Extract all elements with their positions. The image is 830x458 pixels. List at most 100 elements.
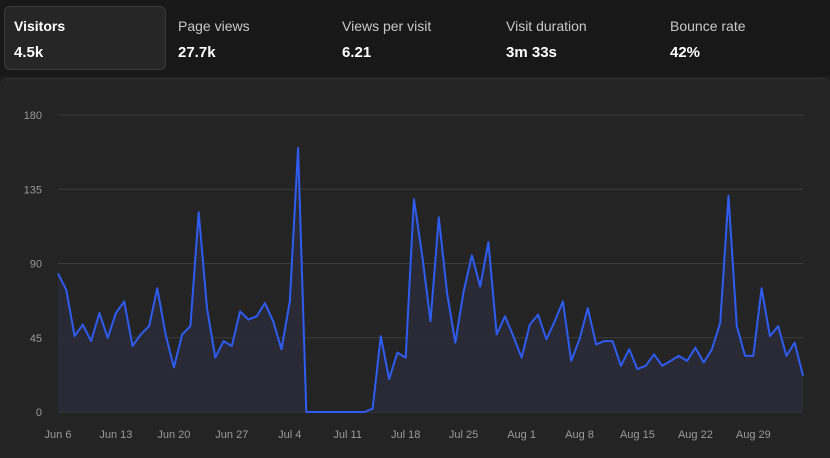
y-tick-label: 90	[30, 259, 42, 271]
metric-tab-visitors[interactable]: Visitors 4.5k	[4, 6, 166, 70]
data-point	[711, 348, 713, 350]
data-point	[115, 312, 117, 314]
data-point	[479, 286, 481, 288]
data-point	[463, 291, 465, 293]
metric-tab-bounce-rate[interactable]: Bounce rate 42%	[660, 6, 820, 70]
data-point	[272, 320, 274, 322]
data-point	[570, 360, 572, 362]
data-point	[132, 345, 134, 347]
data-point	[645, 365, 647, 367]
x-tick-label: Jun 6	[45, 429, 72, 441]
data-point	[438, 216, 440, 218]
data-point	[703, 362, 705, 364]
data-point	[181, 333, 183, 335]
data-point	[612, 340, 614, 342]
data-point	[620, 365, 622, 367]
metric-tab-visit-duration[interactable]: Visit duration 3m 33s	[496, 6, 656, 70]
data-point	[413, 198, 415, 200]
data-point	[314, 411, 316, 413]
data-point	[231, 345, 233, 347]
data-point	[537, 314, 539, 316]
data-point	[380, 335, 382, 337]
data-point	[281, 348, 283, 350]
data-point	[65, 289, 67, 291]
data-point	[165, 333, 167, 335]
data-point	[430, 320, 432, 322]
metric-label: Views per visit	[342, 18, 432, 34]
data-point	[603, 340, 605, 342]
x-tick-label: Jun 27	[215, 429, 248, 441]
metric-label: Visit duration	[506, 18, 587, 34]
data-point	[173, 366, 175, 368]
data-point	[140, 333, 142, 335]
x-tick-label: Jun 13	[99, 429, 132, 441]
data-point	[529, 324, 531, 326]
metric-value: 3m 33s	[506, 44, 557, 61]
data-point	[57, 272, 59, 274]
data-point	[247, 319, 249, 321]
y-tick-label: 135	[24, 184, 42, 196]
data-point	[123, 300, 125, 302]
data-point	[446, 292, 448, 294]
data-point	[487, 241, 489, 243]
data-point	[396, 352, 398, 354]
data-point	[206, 307, 208, 309]
data-point	[107, 337, 109, 339]
x-tick-label: Aug 15	[620, 429, 655, 441]
data-point	[454, 342, 456, 344]
data-point	[471, 254, 473, 256]
y-tick-label: 180	[24, 110, 42, 122]
data-point	[794, 342, 796, 344]
metric-label: Page views	[178, 18, 250, 34]
data-point	[653, 353, 655, 355]
chart-panel: 0 45 90 135 180 Jun 6 Jun 13 Jun 20 Jun 27 Jul 4 J…	[0, 78, 830, 458]
x-tick-label: Aug 8	[565, 429, 594, 441]
data-point	[355, 411, 357, 413]
x-tick-label: Aug 1	[507, 429, 536, 441]
metric-tab-page-views[interactable]: Page views 27.7k	[168, 6, 328, 70]
data-point	[579, 338, 581, 340]
data-point	[496, 333, 498, 335]
data-point	[728, 195, 730, 197]
data-point	[239, 310, 241, 312]
x-tick-label: Jul 18	[391, 429, 420, 441]
data-point	[521, 357, 523, 359]
data-point	[785, 355, 787, 357]
data-point	[322, 411, 324, 413]
metric-value: 42%	[670, 44, 701, 61]
area-fill	[58, 148, 803, 412]
data-point	[421, 254, 423, 256]
data-point	[744, 355, 746, 357]
metrics-bar: Visitors 4.5k Page views 27.7k Views per vis…	[0, 0, 830, 76]
data-point	[338, 411, 340, 413]
data-point	[628, 348, 630, 350]
series-line	[57, 147, 804, 413]
data-point	[545, 338, 547, 340]
metric-tab-views-per-visit[interactable]: Views per visit 6.21	[332, 6, 492, 70]
data-point	[777, 325, 779, 327]
x-tick-label: Jul 11	[333, 429, 362, 441]
data-point	[512, 335, 514, 337]
data-point	[719, 322, 721, 324]
data-point	[636, 368, 638, 370]
data-point	[297, 147, 299, 149]
data-point	[670, 360, 672, 362]
x-tick-label: Jul 25	[449, 429, 478, 441]
data-point	[156, 287, 158, 289]
data-point	[686, 360, 688, 362]
metric-label: Bounce rate	[670, 18, 746, 34]
data-point	[198, 211, 200, 213]
data-point	[694, 347, 696, 349]
data-point	[372, 408, 374, 410]
metric-value: 6.21	[342, 44, 372, 61]
x-tick-label: Jul 4	[278, 429, 301, 441]
data-point	[214, 357, 216, 359]
data-point	[504, 315, 506, 317]
x-tick-label: Aug 29	[736, 429, 771, 441]
data-point	[562, 300, 564, 302]
data-point	[736, 325, 738, 327]
data-point	[554, 320, 556, 322]
data-point	[661, 365, 663, 367]
data-point	[752, 355, 754, 357]
metric-value: 4.5k	[14, 44, 44, 61]
